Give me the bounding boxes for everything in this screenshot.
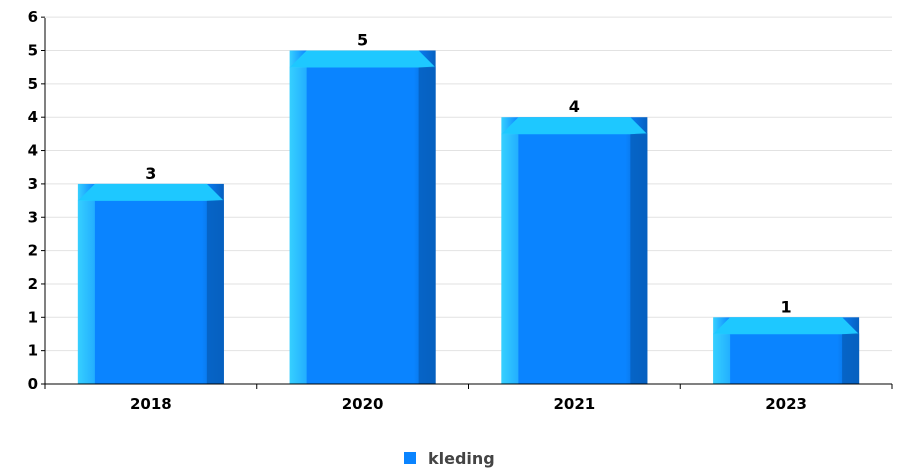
legend-label: kleding [428, 449, 495, 468]
legend-swatch [404, 452, 416, 464]
y-tick-label: 0 [28, 375, 38, 393]
y-tick-label: 4 [28, 108, 38, 126]
data-label: 5 [357, 31, 368, 50]
legend: kleding [404, 449, 495, 468]
bar [77, 183, 224, 384]
bar-top-bevel [289, 50, 436, 68]
bar-left-bevel [713, 333, 731, 384]
bar-top-bevel [713, 317, 860, 335]
data-label: 3 [145, 164, 156, 183]
bar-right-bevel [630, 133, 648, 384]
data-label: 4 [569, 97, 580, 116]
bar-right-bevel [418, 66, 436, 384]
y-tick-label: 6 [28, 8, 38, 26]
y-tick-label: 3 [28, 175, 38, 193]
bar-left-bevel [501, 133, 519, 384]
bar-top-bevel [501, 117, 648, 135]
y-tick-label: 3 [28, 208, 38, 226]
bar [713, 317, 860, 384]
y-tick-label: 5 [28, 42, 38, 60]
y-tick-label: 1 [28, 342, 38, 360]
bar-right-bevel [842, 333, 860, 384]
x-tick-label: 2021 [554, 395, 596, 413]
labels: 0 1 1 2 2 3 3 4 4 5 5 6 3 2018 5 2020 4 2021 1 2023 [28, 8, 807, 413]
y-tick-label: 2 [28, 242, 38, 260]
bar [289, 50, 436, 384]
bar-left-bevel [289, 66, 307, 384]
data-label: 1 [781, 297, 792, 316]
y-tick-label: 1 [28, 308, 38, 326]
bar-left-bevel [77, 199, 95, 384]
x-tick-label: 2020 [342, 395, 384, 413]
bar-face [289, 50, 436, 384]
y-tick-label: 4 [28, 142, 38, 160]
x-tick-label: 2023 [765, 395, 807, 413]
x-tick-label: 2018 [130, 395, 172, 413]
bar-face [77, 183, 224, 384]
bar-top-bevel [77, 183, 224, 201]
bars [77, 50, 860, 384]
y-tick-label: 2 [28, 275, 38, 293]
bar [501, 117, 648, 384]
axes [41, 16, 893, 389]
bar-right-bevel [206, 199, 224, 384]
y-tick-label: 5 [28, 75, 38, 93]
bar-face [501, 117, 648, 384]
